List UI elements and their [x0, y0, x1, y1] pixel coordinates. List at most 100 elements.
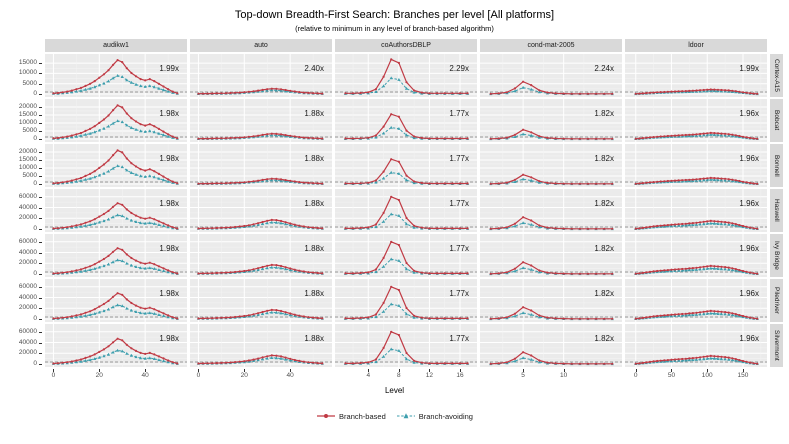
- gridlines: [480, 324, 622, 367]
- branch-avoiding-points: [51, 164, 179, 185]
- panel-plot: [625, 234, 767, 277]
- panel-plot: [335, 189, 477, 232]
- facet-panel: 1.96x: [625, 279, 767, 322]
- branch-based-points: [197, 218, 324, 230]
- branch-based-points: [489, 80, 614, 95]
- y-axis-tick: [39, 263, 42, 265]
- facet-row-strip: Cortex-A15: [770, 54, 783, 97]
- facet-row-strip: Bobcat: [770, 99, 783, 142]
- facet-row-label: Cortex-A15: [773, 59, 780, 92]
- y-axis-tick: [39, 94, 42, 95]
- gridlines: [335, 54, 477, 97]
- y-axis-tick-label: 20000: [18, 259, 37, 266]
- y-axis: 0 5000 10000 15000 20000: [6, 99, 42, 142]
- gridlines: [335, 234, 477, 277]
- x-axis-tick: [145, 369, 147, 372]
- y-axis: 0 20000 40000 60000: [6, 234, 42, 277]
- facet-panel: 1.82x: [480, 324, 622, 367]
- y-axis-tick: [39, 274, 42, 275]
- branch-based-line: [53, 338, 178, 365]
- y-axis-tick: [39, 73, 42, 75]
- facet-panel: 1.96x: [625, 324, 767, 367]
- chart-title: Top-down Breadth-First Search: Branches …: [234, 9, 555, 21]
- panel-plot: [480, 144, 622, 187]
- y-axis-tick: [39, 286, 42, 288]
- panel-annotation: 2.40x: [304, 64, 324, 74]
- x-axis-tick-label: 16: [456, 372, 464, 379]
- facet-panel: 1.82x: [480, 99, 622, 142]
- legend-item-branch-avoiding: Branch-avoiding: [396, 411, 473, 421]
- panel-plot: [190, 144, 332, 187]
- panel-plot: [190, 54, 332, 97]
- x-axis-tick-label: 4: [366, 372, 371, 379]
- branch-based-line: [198, 219, 323, 230]
- panel-plot: [190, 324, 332, 367]
- facet-column-strip: coAuthorsDBLP: [335, 39, 477, 52]
- branch-based-points: [52, 202, 179, 230]
- branch-based-points: [634, 131, 759, 140]
- gridlines: [45, 279, 187, 322]
- y-axis-tick: [39, 115, 42, 116]
- panel-annotation: 1.96x: [739, 199, 759, 209]
- gridlines: [190, 234, 332, 277]
- legend-label-branch-avoiding: Branch-avoiding: [418, 411, 473, 421]
- branch-avoiding-points: [51, 74, 179, 95]
- branch-avoiding-line: [345, 258, 468, 275]
- facet-panel: 1.82x: [480, 234, 622, 277]
- panel-annotation: 1.98x: [159, 334, 179, 344]
- panel-plot: [625, 189, 767, 232]
- facet-panel: 1.77x: [335, 144, 477, 187]
- facet-panel: 1.88x: [190, 144, 332, 187]
- branch-avoiding-line: [345, 348, 468, 365]
- branch-based-line: [490, 261, 613, 275]
- facet-panel: 1.98x: [45, 189, 187, 232]
- branch-avoiding-points: [51, 258, 179, 275]
- branch-based-points: [197, 87, 324, 95]
- panel-annotation: 1.82x: [594, 334, 614, 344]
- x-axis-tick: [523, 369, 525, 372]
- y-axis-tick: [39, 139, 42, 140]
- branch-based-points: [634, 176, 759, 185]
- branch-based-line: [490, 216, 613, 230]
- facet-panel: 1.98x: [45, 234, 187, 277]
- facet-panel: 1.99x: [45, 54, 187, 97]
- facet-panel: 2.40x: [190, 54, 332, 97]
- panel-plot: [45, 144, 187, 187]
- facet-panel: 1.96x: [625, 234, 767, 277]
- y-axis-tick: [39, 63, 42, 65]
- branch-based-line: [53, 202, 178, 230]
- x-axis-tick-label: 40: [286, 372, 294, 379]
- y-axis-tick: [39, 319, 42, 320]
- gridlines: [335, 279, 477, 322]
- y-axis-tick: [39, 342, 42, 344]
- gridlines: [480, 144, 622, 187]
- panel-annotation: 1.98x: [159, 199, 179, 209]
- panel-annotation: 1.82x: [594, 154, 614, 164]
- branch-avoiding-line: [53, 259, 178, 275]
- panel-annotation: 1.99x: [739, 64, 759, 74]
- branch-based-points: [634, 88, 759, 95]
- y-axis-tick: [39, 364, 42, 365]
- y-axis-tick: [39, 176, 42, 177]
- gridlines: [45, 189, 187, 232]
- panel-annotation: 1.88x: [304, 334, 324, 344]
- branch-based-points: [52, 59, 179, 95]
- facet-column-strip: auto: [190, 39, 332, 52]
- x-axis: 4 8 12 16: [335, 369, 477, 383]
- gridlines: [335, 324, 477, 367]
- facet-row-strip: Silvermont: [770, 324, 783, 367]
- gridlines: [45, 234, 187, 277]
- x-axis-tick: [244, 369, 246, 372]
- branch-based-points: [489, 173, 614, 185]
- y-axis-tick-label: 60000: [18, 327, 37, 335]
- facet-column-strip: audikw1: [45, 39, 187, 52]
- branch-based-points: [634, 309, 759, 320]
- x-axis-tick-label: 10: [560, 372, 568, 379]
- facet-row-label: Bonnell: [773, 154, 780, 177]
- panel-plot: [335, 99, 477, 142]
- facet-panel: 1.96x: [625, 144, 767, 187]
- branch-avoiding-line: [53, 304, 178, 320]
- x-axis-tick: [742, 369, 744, 372]
- gridlines: [480, 189, 622, 232]
- facet-panel: 1.88x: [190, 99, 332, 142]
